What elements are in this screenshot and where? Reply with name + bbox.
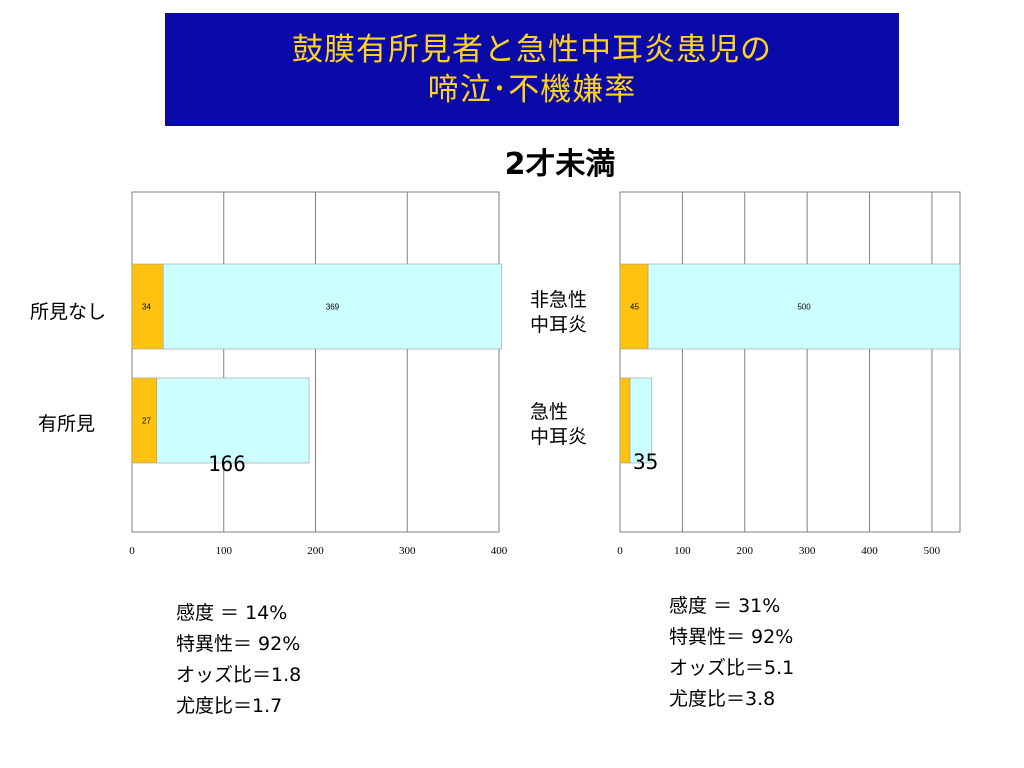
- chart2-bar-series2-row1: [647, 263, 961, 350]
- stats-left: 感度 ＝ 14% 特異性＝ 92% オッズ比＝1.8 尤度比＝1.7: [176, 598, 301, 722]
- chart1-tick-label: 100: [216, 545, 233, 557]
- chart2-bar-series2-row2: [629, 377, 653, 464]
- chart2-tick-label: 400: [861, 545, 878, 557]
- subtitle: 2才未満: [504, 147, 616, 182]
- title-line-2: 啼泣･不機嫌率: [427, 71, 637, 108]
- chart2-data-label: 500: [797, 303, 811, 312]
- chart2-tick-label: 0: [617, 545, 623, 557]
- chart2-tick-label: 500: [924, 545, 941, 557]
- chart1-tick-label: 400: [491, 545, 508, 557]
- title-line-1: 鼓膜有所見者と急性中耳炎患児の: [292, 31, 772, 68]
- stat-odds-ratio-left: オッズ比＝1.8: [176, 664, 302, 686]
- chart2-data-label: 45: [630, 303, 639, 312]
- stat-likelihood-ratio-right: 尤度比＝3.8: [669, 688, 776, 710]
- chart1-bar-series2-row2: [156, 377, 310, 464]
- chart2-category-label-0: 非急性 中耳炎: [530, 289, 588, 336]
- chart1-data-label: 27: [142, 417, 151, 426]
- chart1-category-label-0: 所見なし: [30, 301, 107, 323]
- chart1-data-label: 369: [326, 303, 340, 312]
- chart1-bar-series2-row1: [162, 263, 503, 350]
- stats-right: 感度 ＝ 31% 特異性＝ 92% オッズ比＝5.1 尤度比＝3.8: [669, 591, 794, 715]
- chart1-tick-label: 0: [129, 545, 135, 557]
- title-box: 鼓膜有所見者と急性中耳炎患児の 啼泣･不機嫌率: [165, 13, 899, 126]
- chart2-category-label-1: 急性 中耳炎: [530, 401, 588, 448]
- chart2-plot-frame: [619, 191, 961, 533]
- chart2-tick-label: 300: [799, 545, 816, 557]
- chart2-annotation: 35: [633, 450, 659, 474]
- chart2-bar-series1-row1: [619, 263, 649, 350]
- chart1-category-label-1: 有所見: [38, 413, 96, 435]
- chart1-tick-label: 300: [399, 545, 416, 557]
- chart1-bar-series1-row1: [131, 263, 164, 350]
- chart2-bar-series1-row2: [619, 377, 631, 464]
- chart2-tick-label: 100: [674, 545, 691, 557]
- stat-odds-ratio-right: オッズ比＝5.1: [669, 657, 795, 679]
- chart1-annotation: 166: [208, 452, 246, 476]
- stat-specificity-right: 特異性＝ 92%: [669, 626, 794, 648]
- stat-sensitivity-right: 感度 ＝ 31%: [669, 595, 781, 617]
- chart1-data-label: 34: [142, 303, 151, 312]
- chart1-bar-series1-row2: [131, 377, 158, 464]
- stat-likelihood-ratio-left: 尤度比＝1.7: [176, 695, 283, 717]
- chart1-tick-label: 200: [307, 545, 324, 557]
- chart2-tick-label: 200: [737, 545, 754, 557]
- stat-specificity-left: 特異性＝ 92%: [176, 633, 301, 655]
- stat-sensitivity-left: 感度 ＝ 14%: [176, 602, 288, 624]
